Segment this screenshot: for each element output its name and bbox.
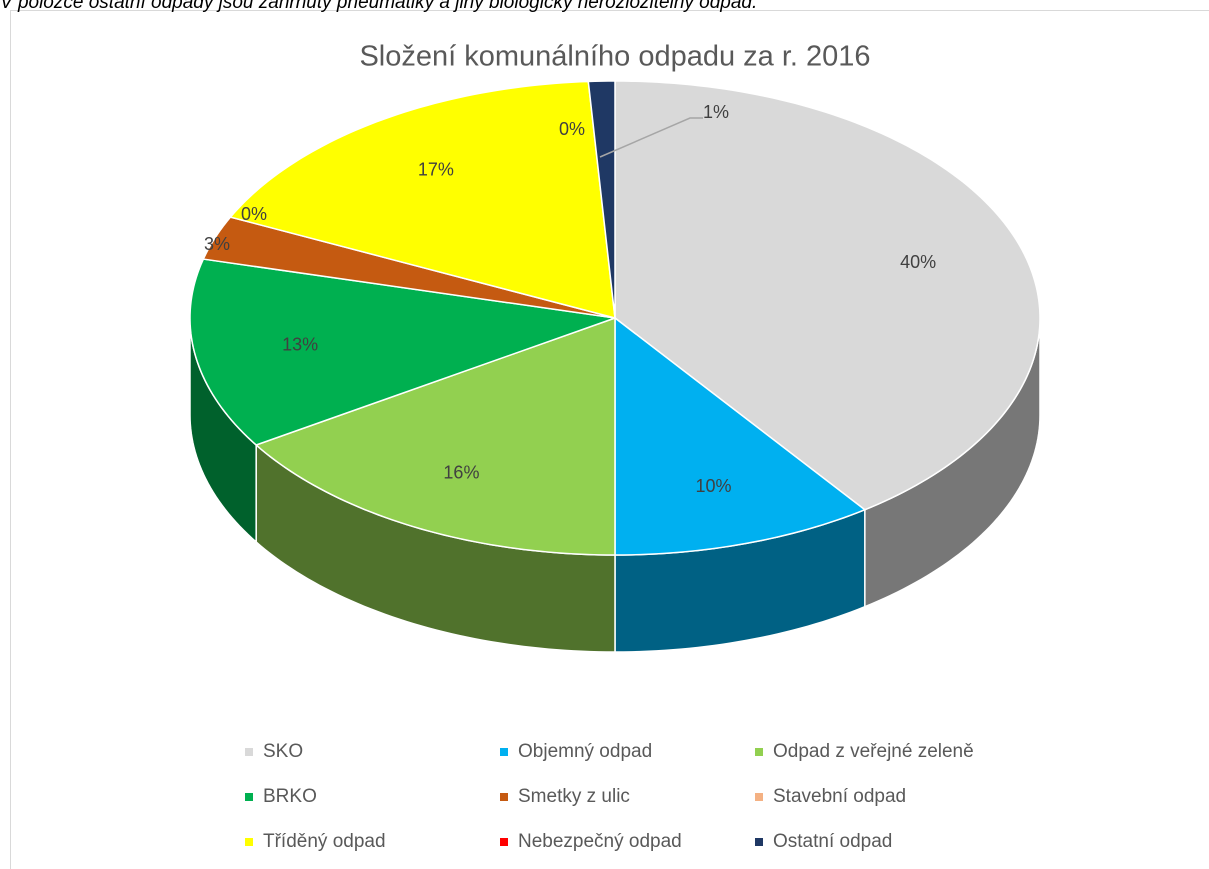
- legend-swatch: [500, 838, 508, 846]
- legend-swatch: [755, 748, 763, 756]
- legend-label: SKO: [263, 741, 303, 762]
- data-label: 3%: [204, 234, 230, 254]
- pie-slice: [254, 316, 616, 556]
- data-label: 1%: [703, 102, 729, 122]
- pie-slice: [229, 80, 616, 320]
- legend-swatch: [500, 793, 508, 801]
- legend-swatch: [755, 793, 763, 801]
- pie-slice: [189, 258, 616, 446]
- data-label: 0%: [241, 204, 267, 224]
- legend-label: BRKO: [263, 786, 317, 807]
- legend-swatch: [500, 748, 508, 756]
- data-label: 0%: [559, 119, 585, 139]
- legend-swatch: [245, 838, 253, 846]
- data-label: 17%: [418, 160, 454, 180]
- pie-slice: [614, 80, 1041, 511]
- pie-slice: [202, 216, 616, 319]
- leader-line: [599, 117, 703, 158]
- legend-label: Nebezpečný odpad: [518, 831, 682, 852]
- pie-slice: [614, 316, 867, 556]
- legend-label: Objemný odpad: [518, 741, 652, 762]
- chart-title: Složení komunálního odpadu za r. 2016: [359, 41, 870, 73]
- legend-label: Smetky z ulic: [518, 786, 630, 807]
- note-text: V položce ostatní odpady jsou zahrnuty p…: [0, 0, 757, 13]
- legend-swatch: [245, 748, 253, 756]
- legend-label: Stavební odpad: [773, 786, 906, 807]
- data-label: 40%: [900, 252, 936, 272]
- legend-swatch: [245, 793, 253, 801]
- data-label: 13%: [282, 335, 318, 355]
- legend-label: Tříděný odpad: [263, 831, 386, 852]
- legend-label: Odpad z veřejné zeleně: [773, 741, 974, 762]
- legend-swatch: [755, 838, 763, 846]
- data-label: 16%: [443, 463, 479, 483]
- data-label: 10%: [695, 476, 731, 496]
- pie-slice: [587, 80, 616, 319]
- legend-label: Ostatní odpad: [773, 831, 892, 852]
